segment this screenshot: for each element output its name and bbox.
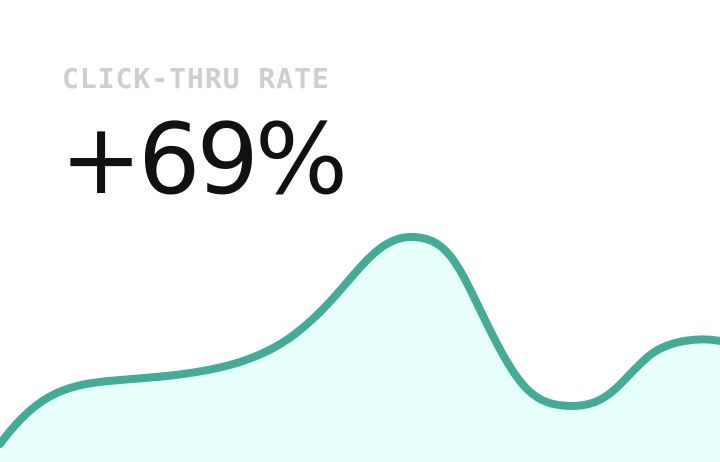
metric-value: +69% bbox=[60, 103, 348, 217]
sparkline-line bbox=[0, 232, 720, 448]
sparkline-area bbox=[0, 236, 720, 462]
metric-label: CLICK-THRU RATE bbox=[62, 62, 330, 95]
